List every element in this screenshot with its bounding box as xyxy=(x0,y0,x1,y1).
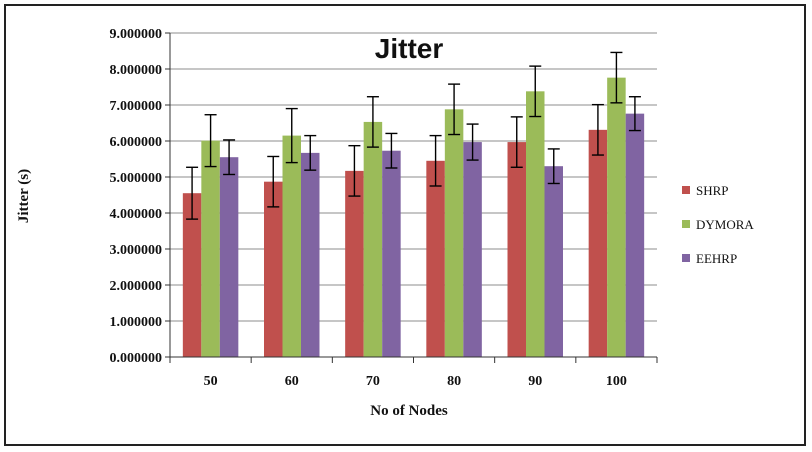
gridlines xyxy=(170,32,657,322)
bar-shrp xyxy=(588,129,608,357)
bar-eehrp xyxy=(219,157,239,357)
y-tick-label: 0.000000 xyxy=(110,351,163,366)
jitter-chart: Jitter No of Nodes Jitter (s) 0.000000 1.… xyxy=(16,27,754,419)
x-tick-label: 100 xyxy=(606,374,627,389)
x-tick-label: 80 xyxy=(447,374,461,389)
bar-eehrp xyxy=(301,152,320,357)
legend-label-eehrp: EEHRP xyxy=(696,251,737,266)
bar-dymora xyxy=(444,109,464,357)
x-axis-title: No of Nodes xyxy=(370,403,448,419)
axes: 0.000000 1.000000 2.000000 3.000000 4.000000… xyxy=(110,27,658,389)
y-tick-label: 6.000000 xyxy=(110,135,163,150)
chart-frame: Jitter No of Nodes Jitter (s) 0.000000 1.… xyxy=(4,4,806,446)
y-axis-title: Jitter (s) xyxy=(16,169,32,223)
x-tick-label: 50 xyxy=(204,374,218,389)
y-tick-label: 2.000000 xyxy=(110,279,163,294)
bar-dymora xyxy=(363,121,383,357)
bar-shrp xyxy=(345,170,364,357)
legend-swatch-eehrp xyxy=(682,254,690,262)
y-tick-label: 4.000000 xyxy=(110,207,163,222)
y-tick-label: 9.000000 xyxy=(110,27,163,42)
legend-label-shrp: SHRP xyxy=(696,183,729,198)
x-tick-label: 60 xyxy=(285,374,299,389)
legend: SHRP DYMORA EEHRP xyxy=(682,183,754,266)
bar-dymora xyxy=(526,91,545,357)
bar-eehrp xyxy=(463,142,482,357)
legend-swatch-dymora xyxy=(682,220,690,228)
bar-shrp xyxy=(264,181,283,357)
y-tick-label: 1.000000 xyxy=(110,315,163,330)
bar-shrp xyxy=(426,160,445,357)
legend-swatch-shrp xyxy=(682,186,690,194)
bars xyxy=(182,51,645,357)
bar-shrp xyxy=(182,193,202,357)
y-tick-label: 7.000000 xyxy=(110,99,163,114)
bar-eehrp xyxy=(382,150,401,357)
y-tick-label: 5.000000 xyxy=(110,171,163,186)
y-tick-label: 8.000000 xyxy=(110,63,163,78)
bar-dymora xyxy=(282,135,301,357)
bar-dymora xyxy=(607,77,626,357)
bar-eehrp xyxy=(625,113,645,357)
x-tick-label: 90 xyxy=(528,374,542,389)
bar-dymora xyxy=(201,140,220,357)
y-tick-label: 3.000000 xyxy=(110,243,163,258)
bar-eehrp xyxy=(544,166,563,357)
chart-title: Jitter xyxy=(375,33,444,64)
x-tick-label: 70 xyxy=(366,374,380,389)
legend-label-dymora: DYMORA xyxy=(696,217,754,232)
bar-shrp xyxy=(507,142,526,357)
